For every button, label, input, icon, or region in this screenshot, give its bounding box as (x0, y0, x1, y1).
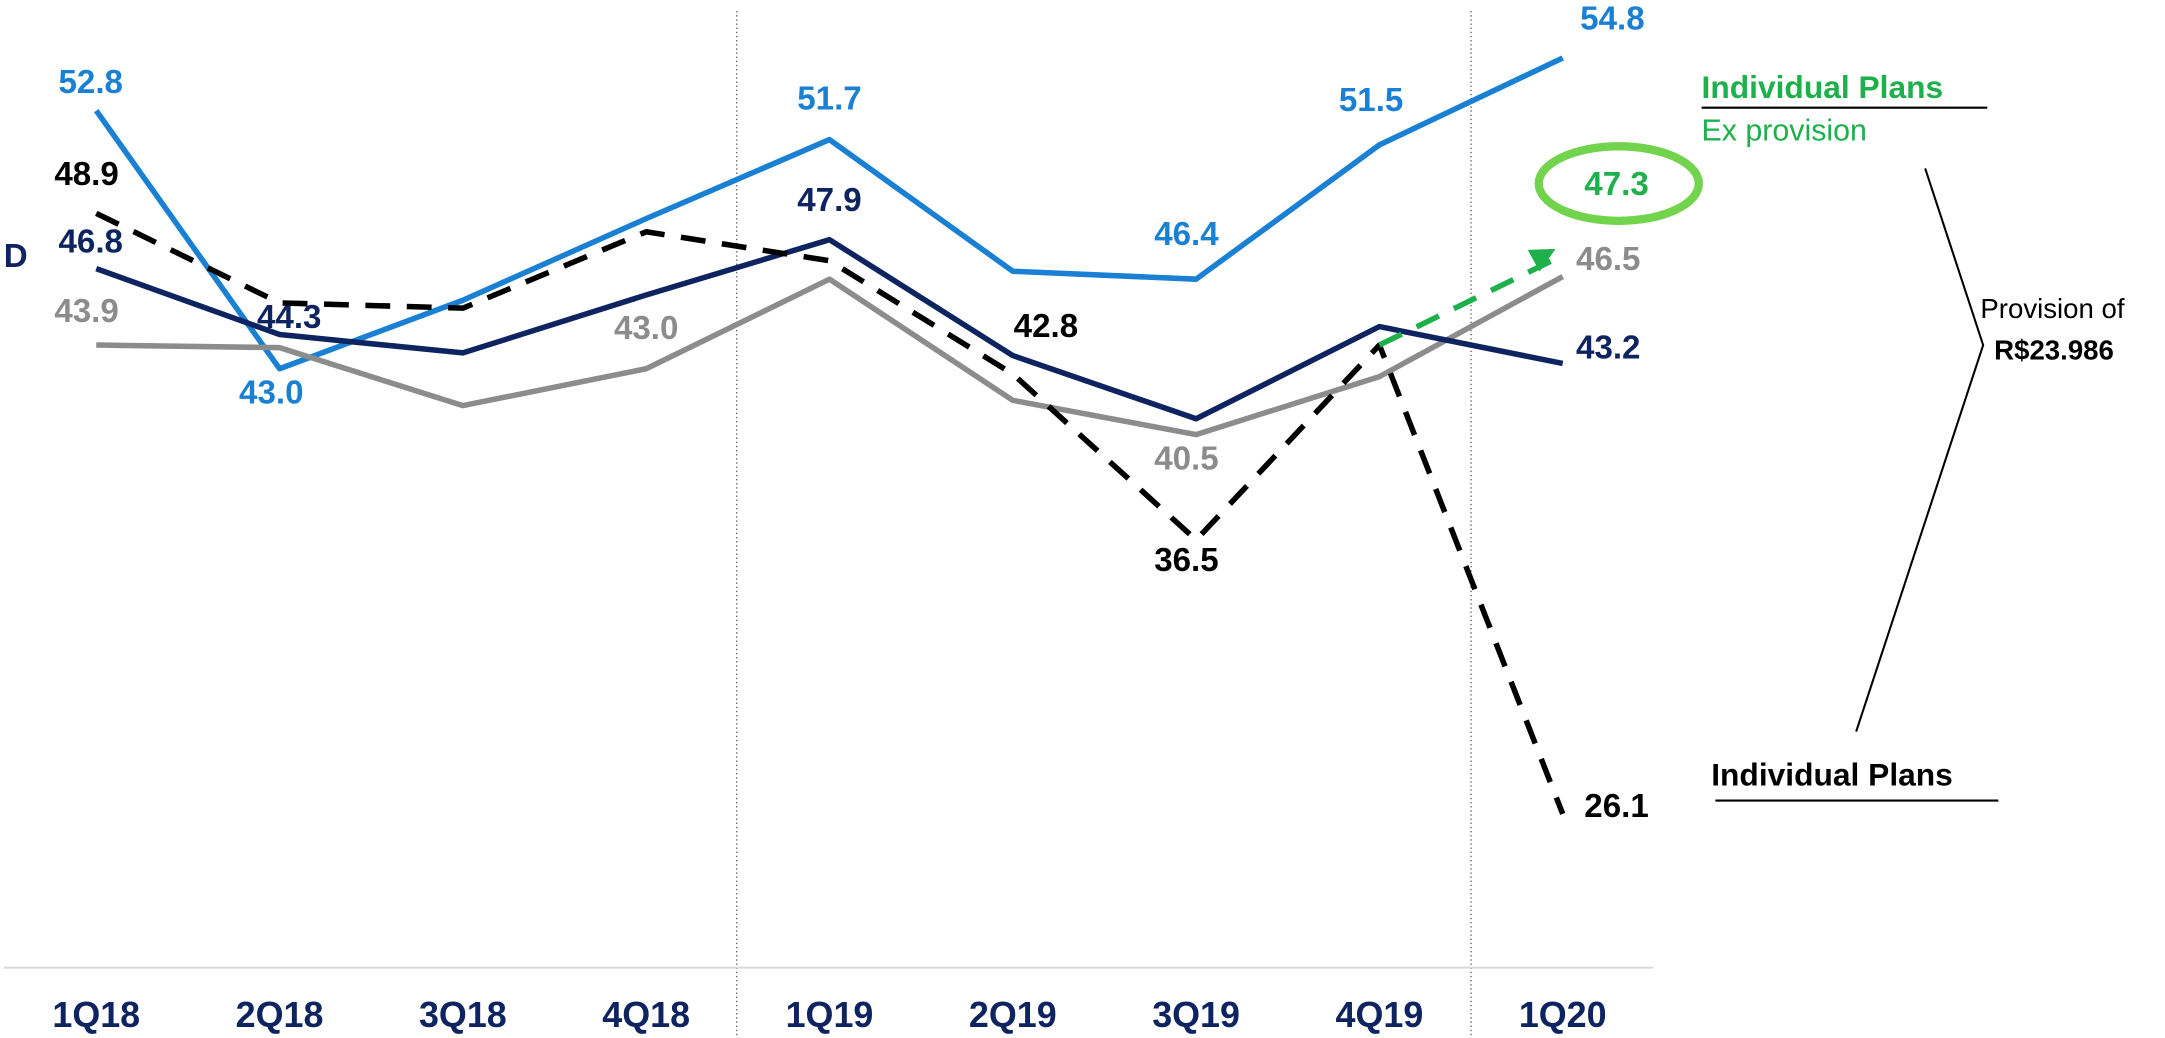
x-tick-label: 4Q19 (1336, 995, 1424, 1035)
x-tick-label: 2Q19 (969, 995, 1057, 1035)
annotation-text: R$23.986 (1994, 334, 2114, 365)
series-line (95, 210, 1566, 815)
data-label: 46.5 (1576, 241, 1640, 278)
annotation-text: Provision of (1980, 293, 2125, 324)
annotation-title: Individual Plans (1702, 69, 1944, 105)
data-label: 46.4 (1154, 216, 1219, 253)
data-label: 43.9 (54, 293, 118, 330)
data-label: 46.8 (59, 224, 123, 261)
data-label: 47.3 (1584, 166, 1648, 203)
x-tick-label: 3Q18 (419, 995, 507, 1035)
x-tick-label: 1Q18 (52, 995, 140, 1035)
data-label: 48.9 (54, 156, 118, 193)
data-label: 51.7 (797, 81, 861, 118)
data-label: 42.8 (1014, 308, 1078, 345)
bracket (1855, 168, 1985, 732)
series-line (1378, 252, 1564, 348)
data-label: 54.8 (1580, 0, 1644, 37)
data-label: 52.8 (59, 64, 123, 101)
data-label: 43.0 (239, 375, 303, 412)
x-tick-label: 4Q18 (602, 995, 690, 1035)
highlight-circle (1534, 142, 1703, 225)
x-tick-label: 1Q20 (1519, 995, 1607, 1035)
data-label: 47.9 (797, 182, 861, 219)
series-line (94, 55, 1564, 372)
annotation-subtitle: Ex provision (1702, 115, 1867, 148)
data-label: 26.1 (1584, 788, 1648, 825)
series-line (96, 274, 1565, 438)
data-label: 36.5 (1154, 542, 1218, 579)
data-label: 43.2 (1576, 329, 1640, 366)
data-label: 43.0 (614, 310, 678, 347)
data-label: 40.5 (1154, 441, 1218, 478)
x-tick-label: 1Q19 (786, 995, 874, 1035)
x-tick-label: 3Q19 (1152, 995, 1240, 1035)
arrow-head (1527, 248, 1556, 272)
series-legend: Individual Plans (1711, 757, 1953, 793)
x-tick-label: 2Q18 (236, 995, 324, 1035)
data-label: 51.5 (1339, 82, 1403, 119)
legend-fragment: D (4, 238, 28, 275)
series-line (95, 236, 1564, 422)
